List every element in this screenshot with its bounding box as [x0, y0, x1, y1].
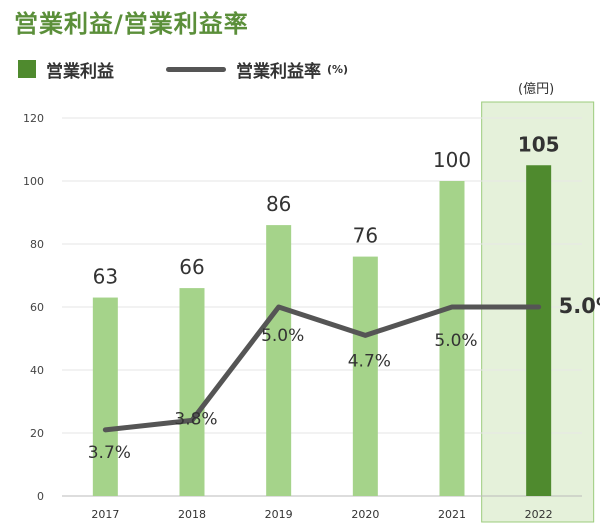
y-tick-label: 0 [37, 490, 44, 503]
line-value-label: 5.0% [559, 294, 600, 318]
line-value-label: 3.7% [88, 443, 131, 463]
legend-item-operating-profit: 営業利益 [18, 56, 114, 82]
bar [179, 288, 205, 496]
unit-label: (億円) [518, 82, 555, 97]
bar-value-label: 66 [179, 255, 204, 279]
y-tick-label: 120 [23, 112, 44, 125]
x-tick-label: 2018 [178, 508, 206, 521]
y-tick-label: 20 [30, 427, 44, 440]
x-tick-label: 2019 [265, 508, 293, 521]
bar [352, 256, 378, 496]
bar [92, 297, 118, 496]
legend: 営業利益 営業利益率 (%) [18, 56, 578, 82]
legend-line-unit: (%) [327, 62, 349, 76]
x-tick-label: 2020 [351, 508, 379, 521]
y-tick-label: 100 [23, 175, 44, 188]
legend-bar-label: 営業利益 [46, 61, 114, 82]
bar-value-label: 63 [93, 265, 118, 289]
bar-value-label: 76 [353, 224, 378, 248]
margin-line [102, 304, 542, 433]
y-tick-label: 60 [30, 301, 44, 314]
y-tick-label: 80 [30, 238, 44, 251]
legend-line-label: 営業利益率 [236, 61, 321, 82]
chart-title: 営業利益/営業利益率 [14, 10, 249, 38]
bar [526, 165, 552, 496]
bar [439, 181, 465, 496]
y-tick-label: 40 [30, 364, 44, 377]
legend-line-swatch [166, 66, 226, 72]
bar-value-label: 105 [518, 132, 560, 156]
line-value-label: 5.0% [261, 326, 304, 346]
line-value-label: 5.0% [434, 331, 477, 351]
x-tick-label: 2017 [91, 508, 119, 521]
x-tick-label: 2021 [438, 508, 466, 521]
bar-value-label: 86 [266, 192, 291, 216]
legend-bar-swatch [18, 60, 36, 78]
x-tick-label: 2022 [525, 508, 553, 521]
line-value-label: 4.7% [348, 351, 391, 371]
legend-item-operating-margin: 営業利益率 (%) [166, 56, 348, 82]
bar [266, 225, 292, 496]
bar-value-label: 100 [433, 148, 471, 172]
line-value-label: 3.8% [174, 409, 217, 429]
